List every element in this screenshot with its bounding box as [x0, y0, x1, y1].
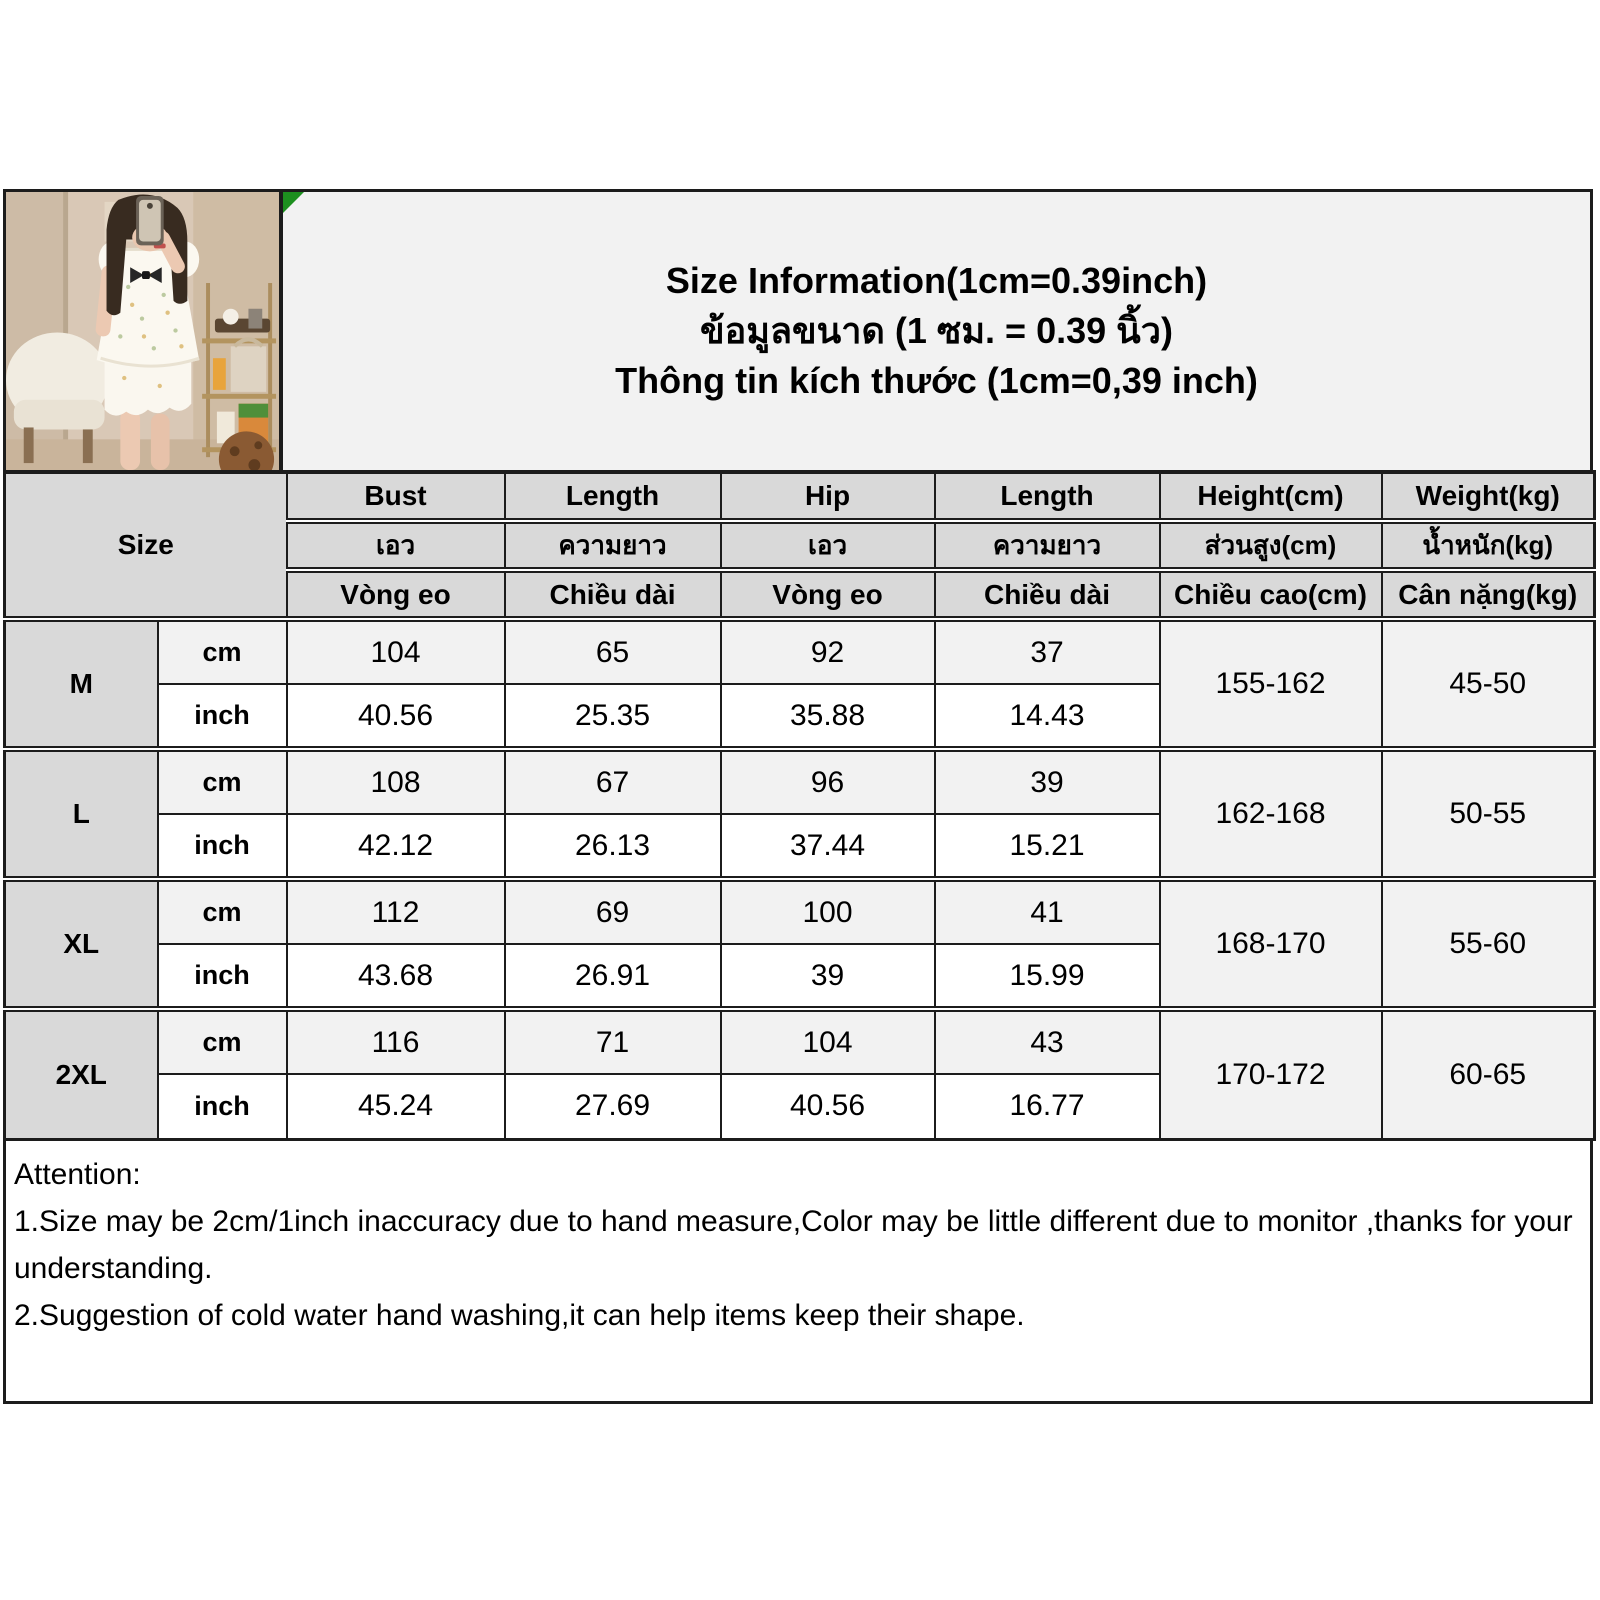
height-range-xl: 168-170 — [1158, 876, 1383, 1010]
value-cell: 27.69 — [503, 1073, 722, 1140]
size-label-l: L — [3, 746, 159, 880]
unit-label-inch: inch — [156, 813, 288, 880]
value-cell: 116 — [285, 1006, 506, 1075]
size-row-xl-cm: XL cm 112 69 100 41 168-170 55-60 — [3, 876, 1596, 1010]
value-cell: 40.56 — [719, 1073, 936, 1140]
size-info-title-block: Size Information(1cm=0.39inch) ข้อมูลขนา… — [283, 192, 1590, 470]
col-header-length2-en: Length — [933, 471, 1161, 524]
col-header-hip-vi: Vòng eo — [719, 569, 936, 620]
value-cell: 65 — [503, 616, 722, 685]
attention-note-2: 2.Suggestion of cold water hand washing,… — [14, 1298, 1025, 1332]
green-corner-marker — [283, 192, 304, 213]
size-header-cell: Size — [3, 471, 288, 622]
col-header-length1-en: Length — [503, 471, 722, 524]
value-cell: 41 — [933, 876, 1161, 945]
value-cell: 35.88 — [719, 683, 936, 750]
unit-label-cm: cm — [156, 616, 288, 685]
col-header-hip-th: เอว — [719, 520, 936, 573]
height-range-l: 162-168 — [1158, 746, 1383, 880]
header-section: Size Information(1cm=0.39inch) ข้อมูลขนา… — [3, 189, 1593, 470]
value-cell: 26.13 — [503, 813, 722, 880]
title-english: Size Information(1cm=0.39inch) — [665, 260, 1208, 301]
product-photo — [6, 192, 283, 470]
value-cell: 42.12 — [285, 813, 506, 880]
attention-note-1: 1.Size may be 2cm/1inch inaccuracy due t… — [14, 1204, 1573, 1285]
size-table: Size Bust Length Hip Length Height(cm) W… — [3, 470, 1596, 1141]
attention-title: Attention: — [14, 1157, 141, 1191]
weight-range-xl: 55-60 — [1380, 876, 1596, 1010]
value-cell: 43 — [933, 1006, 1161, 1075]
unit-label-cm: cm — [156, 746, 288, 815]
value-cell: 37.44 — [719, 813, 936, 880]
col-header-hip-en: Hip — [719, 471, 936, 524]
value-cell: 100 — [719, 876, 936, 945]
value-cell: 39 — [933, 746, 1161, 815]
size-label-2xl: 2XL — [3, 1006, 159, 1140]
value-cell: 104 — [719, 1006, 936, 1075]
unit-label-cm: cm — [156, 876, 288, 945]
value-cell: 92 — [719, 616, 936, 685]
col-header-length1-vi: Chiều dài — [503, 569, 722, 620]
size-row-l-cm: L cm 108 67 96 39 162-168 50-55 — [3, 746, 1596, 880]
header-row-vietnamese: Vòng eo Chiều dài Vòng eo Chiều dài Chiề… — [5, 569, 1596, 620]
size-row-m-cm: M cm 104 65 92 37 155-162 45-50 — [3, 616, 1596, 750]
value-cell: 37 — [933, 616, 1161, 685]
value-cell: 15.21 — [933, 813, 1161, 880]
weight-range-l: 50-55 — [1380, 746, 1596, 880]
size-label-xl: XL — [3, 876, 159, 1010]
value-cell: 45.24 — [285, 1073, 506, 1140]
title-vietnamese: Thông tin kích thước (1cm=0,39 inch) — [615, 360, 1258, 401]
col-header-weight-th: น้ำหนัก(kg) — [1380, 520, 1596, 573]
unit-label-cm: cm — [156, 1006, 288, 1075]
col-header-bust-th: เอว — [285, 520, 506, 573]
col-header-bust-vi: Vòng eo — [285, 569, 506, 620]
height-range-2xl: 170-172 — [1158, 1006, 1383, 1140]
col-header-length2-vi: Chiều dài — [933, 569, 1161, 620]
size-chart-sheet: Size Information(1cm=0.39inch) ข้อมูลขนา… — [3, 189, 1596, 1404]
unit-label-inch: inch — [156, 1073, 288, 1140]
attention-section: Attention: 1.Size may be 2cm/1inch inacc… — [3, 1140, 1593, 1404]
unit-label-inch: inch — [156, 683, 288, 750]
value-cell: 25.35 — [503, 683, 722, 750]
col-header-height-th: ส่วนสูง(cm) — [1158, 520, 1383, 573]
value-cell: 14.43 — [933, 683, 1161, 750]
col-header-length2-th: ความยาว — [933, 520, 1161, 573]
col-header-height-vi: Chiều cao(cm) — [1158, 569, 1383, 620]
unit-label-inch: inch — [156, 943, 288, 1010]
value-cell: 67 — [503, 746, 722, 815]
product-photo-illustration — [6, 192, 279, 470]
col-header-length1-th: ความยาว — [503, 520, 722, 573]
header-row-thai: เอว ความยาว เอว ความยาว ส่วนสูง(cm) น้ำห… — [5, 520, 1596, 573]
weight-range-2xl: 60-65 — [1380, 1006, 1596, 1140]
col-header-weight-vi: Cân nặng(kg) — [1380, 569, 1596, 620]
size-row-l-inch: inch 42.12 26.13 37.44 15.21 — [5, 813, 1595, 880]
value-cell: 112 — [285, 876, 506, 945]
size-label-m: M — [3, 616, 159, 750]
size-row-2xl-inch: inch 45.24 27.69 40.56 16.77 — [5, 1073, 1595, 1140]
col-header-bust-en: Bust — [285, 471, 506, 524]
size-row-xl-inch: inch 43.68 26.91 39 15.99 — [5, 943, 1595, 1010]
header-row-english: Size Bust Length Hip Length Height(cm) W… — [3, 471, 1596, 622]
value-cell: 108 — [285, 746, 506, 815]
size-row-2xl-cm: 2XL cm 116 71 104 43 170-172 60-65 — [3, 1006, 1596, 1140]
value-cell: 15.99 — [933, 943, 1161, 1010]
col-header-height-en: Height(cm) — [1158, 471, 1383, 524]
weight-range-m: 45-50 — [1380, 616, 1596, 750]
size-row-m-inch: inch 40.56 25.35 35.88 14.43 — [5, 683, 1595, 750]
value-cell: 69 — [503, 876, 722, 945]
title-thai: ข้อมูลขนาด (1 ซม. = 0.39 นิ้ว) — [700, 310, 1173, 351]
value-cell: 39 — [719, 943, 936, 1010]
height-range-m: 155-162 — [1158, 616, 1383, 750]
value-cell: 26.91 — [503, 943, 722, 1010]
value-cell: 104 — [285, 616, 506, 685]
value-cell: 96 — [719, 746, 936, 815]
value-cell: 16.77 — [933, 1073, 1161, 1140]
value-cell: 43.68 — [285, 943, 506, 1010]
value-cell: 40.56 — [285, 683, 506, 750]
value-cell: 71 — [503, 1006, 722, 1075]
col-header-weight-en: Weight(kg) — [1380, 471, 1596, 524]
